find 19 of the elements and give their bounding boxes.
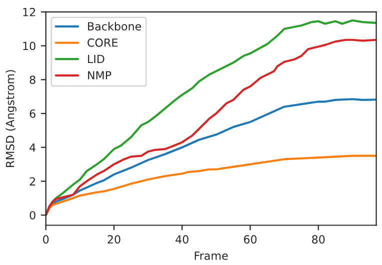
legend-label: NMP bbox=[88, 71, 112, 80]
legend-label: Backbone bbox=[88, 22, 142, 31]
x-axis-title: Frame bbox=[194, 252, 228, 260]
y-tick-label: 10 bbox=[23, 42, 36, 50]
legend-label: CORE bbox=[88, 38, 118, 47]
y-tick-label: 6 bbox=[30, 109, 36, 118]
x-tick-label: 0 bbox=[43, 235, 49, 244]
y-axis-title: RMSD (Angstrom) bbox=[6, 70, 16, 167]
x-tick-label: 80 bbox=[312, 235, 325, 244]
y-tick-label: 4 bbox=[30, 143, 36, 152]
legend-label: LID bbox=[88, 54, 104, 63]
y-tick-label: 2 bbox=[30, 177, 36, 186]
y-tick-label: 12 bbox=[23, 8, 36, 16]
y-tick-label: 0 bbox=[30, 211, 36, 220]
y-tick-label: 8 bbox=[30, 76, 36, 84]
x-tick-label: 60 bbox=[244, 235, 257, 244]
line-series bbox=[46, 154, 376, 216]
x-tick-label: 40 bbox=[176, 235, 188, 244]
x-tick-label: 20 bbox=[108, 235, 120, 244]
